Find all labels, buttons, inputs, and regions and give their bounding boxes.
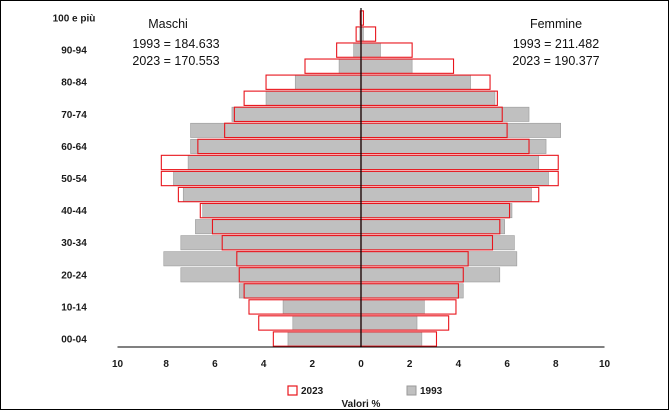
x-tick-8: 6 bbox=[504, 359, 510, 370]
bar-1993-male-75-79 bbox=[265, 90, 362, 106]
bar-1993-female-60-64 bbox=[360, 138, 547, 154]
bar-1993-female-90-94 bbox=[360, 42, 381, 58]
y-label-100 e più: 100 e più bbox=[53, 14, 96, 25]
bar-1993-female-65-69 bbox=[360, 122, 561, 138]
bar-1993-male-80-84 bbox=[294, 74, 362, 90]
bar-1993-female-05-09 bbox=[360, 315, 418, 331]
bar-1993-male-40-44 bbox=[202, 203, 362, 219]
legend-swatch-2023 bbox=[287, 385, 298, 396]
legend-swatch-1993 bbox=[406, 385, 417, 396]
x-axis-label: Valori % bbox=[342, 399, 381, 410]
y-label-70-74: 70-74 bbox=[61, 110, 87, 121]
bar-1993-female-85-89 bbox=[360, 58, 413, 74]
male-1993-total: 1993 = 184.633 bbox=[132, 37, 219, 51]
y-label-80-84: 80-84 bbox=[61, 78, 87, 89]
female-1993-total: 1993 = 211.482 bbox=[513, 37, 599, 51]
y-label-40-44: 40-44 bbox=[61, 206, 87, 217]
bar-1993-female-25-29 bbox=[360, 251, 518, 267]
bar-1993-female-00-04 bbox=[360, 331, 423, 347]
x-tick-5: 0 bbox=[358, 359, 364, 370]
bar-1993-female-50-54 bbox=[360, 171, 549, 186]
y-label-60-64: 60-64 bbox=[61, 142, 87, 153]
y-label-30-34: 30-34 bbox=[61, 238, 87, 249]
y-label-10-14: 10-14 bbox=[61, 302, 87, 313]
axes bbox=[117, 8, 605, 348]
bar-1993-female-75-79 bbox=[360, 90, 496, 106]
series-1993-bars bbox=[163, 10, 561, 347]
x-tick-6: 2 bbox=[407, 359, 413, 370]
bar-1993-male-50-54 bbox=[173, 171, 362, 186]
x-tick-2: 6 bbox=[212, 359, 218, 370]
x-axis-tick-labels: 10 8 6 4 2 0 2 4 6 8 10 bbox=[112, 359, 611, 370]
bar-1993-female-70-74 bbox=[360, 106, 530, 122]
bar-1993-male-70-74 bbox=[231, 106, 362, 122]
bar-1993-male-45-49 bbox=[182, 187, 362, 203]
bar-1993-male-65-69 bbox=[190, 122, 362, 138]
bar-1993-male-60-64 bbox=[190, 138, 362, 154]
male-title: Maschi bbox=[148, 17, 188, 31]
bar-1993-female-20-24 bbox=[360, 267, 501, 283]
y-label-90-94: 90-94 bbox=[61, 46, 87, 57]
bar-1993-female-15-19 bbox=[360, 283, 464, 299]
bar-1993-female-80-84 bbox=[360, 74, 471, 90]
bar-1993-female-10-14 bbox=[360, 299, 425, 315]
bar-1993-male-20-24 bbox=[180, 267, 362, 283]
bar-1993-male-00-04 bbox=[287, 331, 362, 347]
legend-label-2023: 2023 bbox=[301, 386, 324, 397]
bar-1993-male-90-94 bbox=[353, 42, 362, 58]
legend: 2023 1993 bbox=[287, 385, 443, 397]
y-label-20-24: 20-24 bbox=[61, 270, 87, 281]
legend-label-1993: 1993 bbox=[420, 386, 443, 397]
male-2023-total: 2023 = 170.553 bbox=[132, 54, 219, 68]
female-title: Femmine bbox=[530, 17, 582, 31]
bar-1993-female-45-49 bbox=[360, 187, 532, 203]
bar-1993-male-55-59 bbox=[187, 155, 362, 170]
bar-1993-female-30-34 bbox=[360, 235, 515, 251]
bar-1993-female-55-59 bbox=[360, 155, 540, 170]
x-tick-3: 4 bbox=[261, 359, 267, 370]
bar-1993-male-30-34 bbox=[180, 235, 362, 251]
bar-1993-male-85-89 bbox=[338, 58, 362, 74]
x-tick-4: 2 bbox=[310, 359, 316, 370]
bar-1993-male-05-09 bbox=[292, 315, 362, 331]
y-label-00-04: 00-04 bbox=[61, 335, 87, 346]
x-tick-7: 4 bbox=[456, 359, 462, 370]
x-tick-0: 10 bbox=[112, 359, 124, 370]
y-axis-labels: 00-04 10-14 20-24 30-34 40-44 50-54 60-64 70-74… bbox=[53, 14, 96, 346]
x-tick-9: 8 bbox=[553, 359, 559, 370]
x-tick-10: 10 bbox=[599, 359, 611, 370]
bar-1993-female-40-44 bbox=[360, 203, 513, 219]
x-tick-1: 8 bbox=[163, 359, 169, 370]
bar-1993-female-35-39 bbox=[360, 219, 505, 235]
bar-1993-male-10-14 bbox=[282, 299, 362, 315]
bar-1993-male-25-29 bbox=[163, 251, 362, 267]
bar-1993-male-15-19 bbox=[238, 283, 362, 299]
y-label-50-54: 50-54 bbox=[61, 174, 87, 185]
bar-1993-male-35-39 bbox=[195, 219, 362, 235]
female-2023-total: 2023 = 190.377 bbox=[512, 54, 599, 68]
